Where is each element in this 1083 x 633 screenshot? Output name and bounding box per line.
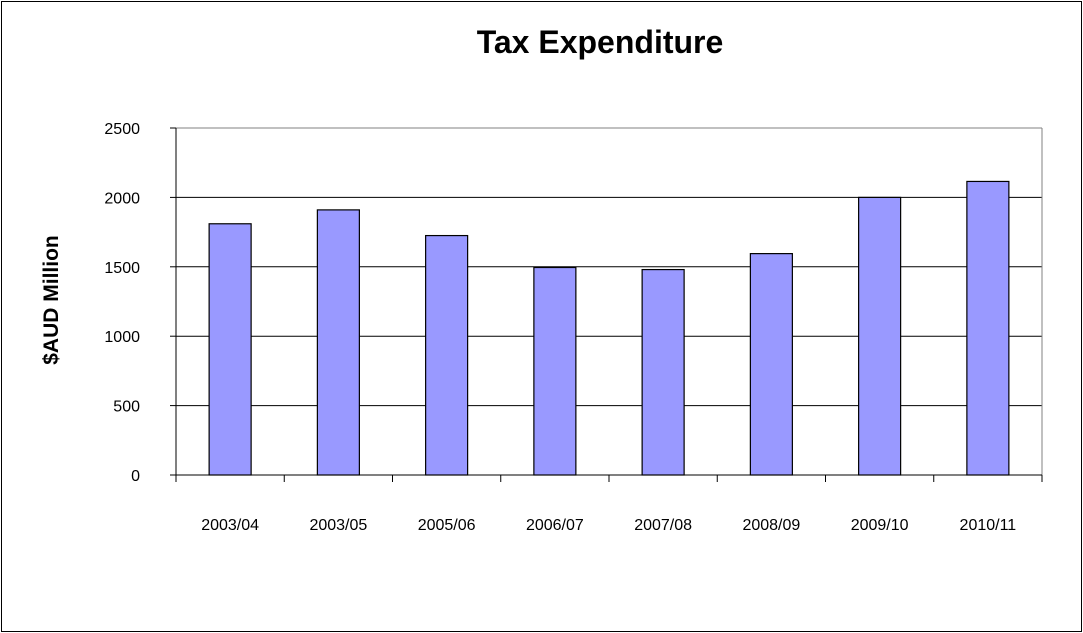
bar (749, 253, 793, 476)
y-tick-label: 500 (113, 399, 140, 416)
y-tick-label: 0 (131, 468, 140, 485)
x-tick-label: 2010/11 (960, 517, 1017, 534)
y-tick-label: 2000 (104, 190, 140, 207)
bar (966, 180, 1010, 476)
x-tick-label: 2007/08 (634, 517, 692, 534)
bar (425, 234, 469, 476)
y-tick-label: 1500 (104, 260, 140, 277)
bar (533, 266, 577, 476)
x-tick-label: 2005/06 (418, 517, 476, 534)
y-tick-label: 2500 (104, 121, 140, 138)
x-tick-label: 2003/04 (201, 517, 259, 534)
x-tick-label: 2003/05 (309, 517, 367, 534)
bar (316, 209, 360, 476)
y-axis-label: $AUD Million (40, 235, 63, 365)
x-tick-label: 2009/10 (851, 517, 909, 534)
x-tick-label: 2006/07 (526, 517, 584, 534)
bar (858, 196, 902, 476)
chart-title: Tax Expenditure (477, 24, 724, 60)
x-tick-label: 2008/09 (742, 517, 800, 534)
bar (208, 223, 252, 476)
plot-area: 0 500 1000 1500 2000 2500 2003/04 2003/05 2005/0… (104, 121, 1043, 534)
bar (641, 268, 685, 476)
y-tick-label: 1000 (104, 329, 140, 346)
